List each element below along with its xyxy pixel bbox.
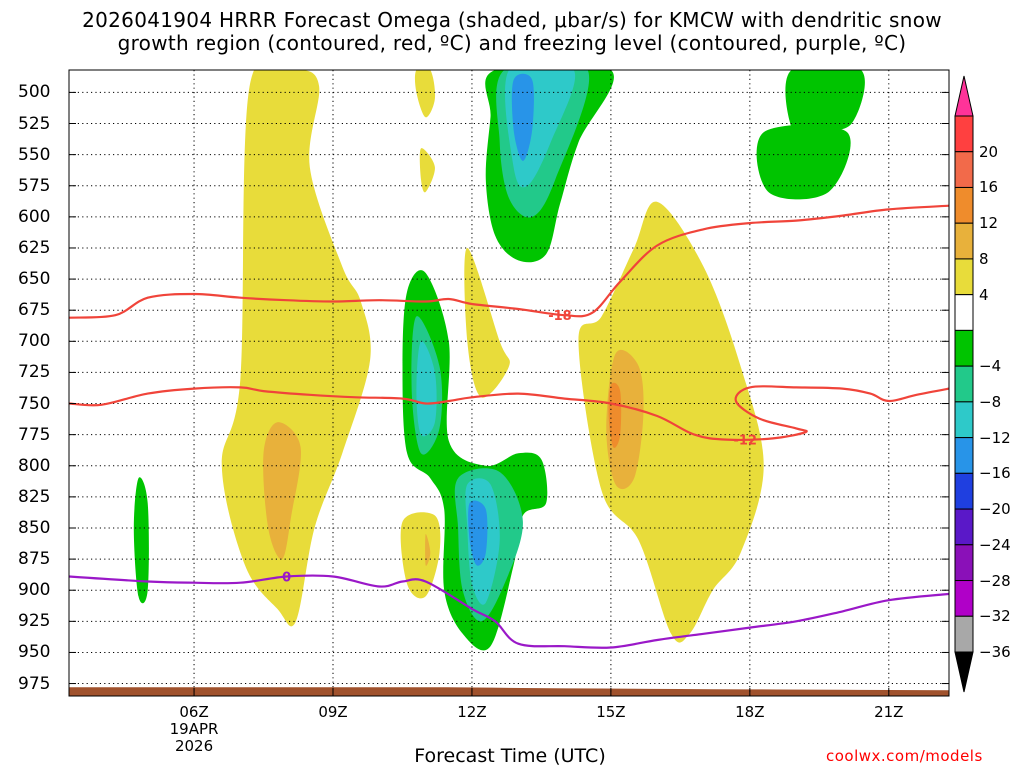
colorbar-bottom-arrow <box>954 651 974 693</box>
y-tick-label: 600 <box>18 206 51 227</box>
chart-title-line2: growth region (contoured, red, ºC) and f… <box>117 31 907 55</box>
colorbar <box>954 75 974 693</box>
y-tick-label: 500 <box>18 82 51 103</box>
colorbar-top-arrow <box>954 75 974 117</box>
dgz-contour <box>69 204 949 319</box>
omega-region <box>416 340 437 437</box>
y-tick-label: 700 <box>18 331 51 352</box>
omega-region <box>221 70 371 627</box>
omega-region <box>511 73 534 161</box>
colorbar-tick-label: 4 <box>979 285 989 304</box>
x-tick-label: 09Z <box>318 703 348 721</box>
colorbar-band <box>954 186 974 224</box>
colorbar-band <box>954 615 974 653</box>
dgz-contour-label: -12 <box>733 434 757 449</box>
y-tick-label: 775 <box>18 424 51 445</box>
omega-region <box>464 248 510 398</box>
x-tick-label: 12Z <box>457 703 487 721</box>
terrain-surface <box>69 687 949 696</box>
colorbar-band <box>954 580 974 617</box>
colorbar-band <box>954 544 974 582</box>
colorbar-tick-label: −32 <box>979 607 1011 626</box>
credit-link[interactable]: coolwx.com/models <box>826 747 983 765</box>
y-tick-label: 550 <box>18 144 51 165</box>
colorbar-band <box>954 508 974 546</box>
dgz-contour <box>69 385 949 441</box>
y-tick-label: 575 <box>18 175 51 196</box>
colorbar-band <box>954 222 974 260</box>
dgz-contour-label: -18 <box>548 309 572 324</box>
colorbar-band <box>954 294 974 331</box>
chart-title-line1: 2026041904 HRRR Forecast Omega (shaded, … <box>82 8 942 32</box>
y-tick-label: 850 <box>18 517 51 538</box>
y-tick-label: 725 <box>18 362 51 383</box>
omega-region <box>425 534 431 566</box>
colorbar-band <box>954 472 974 510</box>
y-tick-label: 875 <box>18 549 51 570</box>
y-tick-label: 900 <box>18 580 51 601</box>
x-axis-label: Forecast Time (UTC) <box>414 745 606 767</box>
colorbar-tick-label: 20 <box>979 142 999 161</box>
colorbar-tick-label: −16 <box>979 464 1011 483</box>
colorbar-tick-label: 12 <box>979 214 999 233</box>
colorbar-band <box>954 258 974 296</box>
y-tick-label: 525 <box>18 113 51 134</box>
y-tick-label: 825 <box>18 486 51 507</box>
colorbar-band <box>954 365 974 403</box>
y-tick-label: 650 <box>18 269 51 290</box>
y-tick-label: 625 <box>18 237 51 258</box>
omega-region <box>414 70 436 118</box>
omega-region <box>608 382 622 448</box>
colorbar-tick-label: −12 <box>979 428 1011 447</box>
colorbar-tick-label: −4 <box>979 357 1002 376</box>
omega-region <box>756 124 851 200</box>
x-tick-label: 15Z <box>596 703 626 721</box>
colorbar-tick-label: 16 <box>979 178 999 197</box>
colorbar-band <box>954 329 974 367</box>
colorbar-band <box>954 401 974 439</box>
omega-region <box>133 477 149 604</box>
y-tick-label: 975 <box>18 673 51 694</box>
colorbar-tick-label: −28 <box>979 571 1011 590</box>
y-tick-label: 800 <box>18 455 51 476</box>
y-tick-label: 675 <box>18 300 51 321</box>
colorbar-tick-label: −24 <box>979 535 1011 554</box>
y-tick-label: 925 <box>18 611 51 632</box>
colorbar-tick-label: −20 <box>979 500 1011 519</box>
omega-region <box>400 512 441 599</box>
colorbar-tick-label: 8 <box>979 249 989 268</box>
omega-region <box>263 422 301 560</box>
freezing-level-contour <box>69 574 949 649</box>
omega-region <box>419 148 435 193</box>
plot-frame <box>68 69 950 697</box>
y-tick-label: 750 <box>18 393 51 414</box>
y-tick-label: 950 <box>18 642 51 663</box>
x-tick-label: 21Z <box>874 703 904 721</box>
x-tick-label: 18Z <box>735 703 765 721</box>
colorbar-band <box>954 115 974 153</box>
x-tick-label: 06Z 19APR 2026 <box>169 703 219 755</box>
colorbar-band <box>954 151 974 188</box>
omega-region <box>468 500 488 566</box>
colorbar-band <box>954 437 974 474</box>
colorbar-tick-label: −8 <box>979 392 1002 411</box>
colorbar-tick-label: −36 <box>979 643 1011 661</box>
freezing-level-contour-label: 0 <box>282 571 291 586</box>
omega-region <box>785 70 865 133</box>
